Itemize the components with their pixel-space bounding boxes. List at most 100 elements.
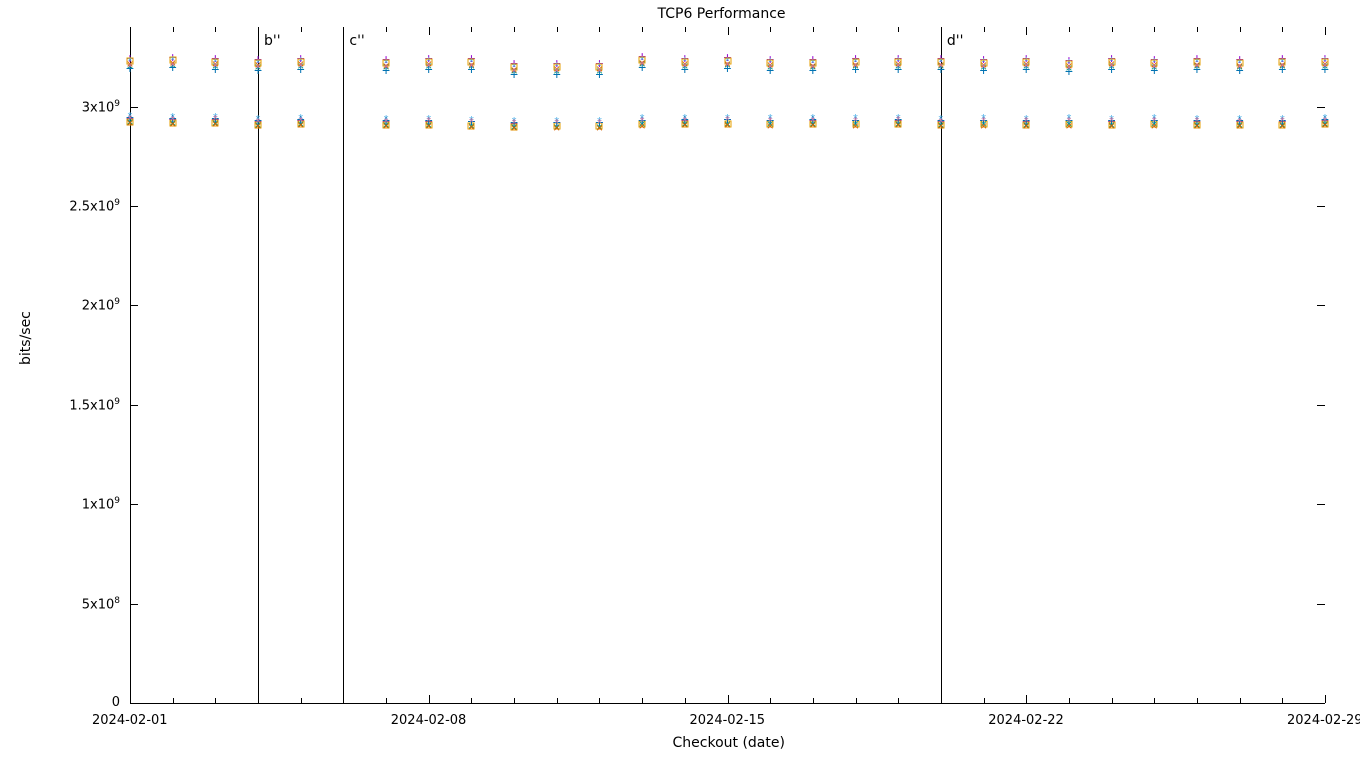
data-point: * <box>1236 118 1243 130</box>
data-point <box>1108 58 1115 65</box>
data-point: * <box>169 62 176 74</box>
data-point: + <box>211 64 219 78</box>
data-point: + <box>595 117 603 131</box>
data-point: × <box>382 121 389 133</box>
data-point: × <box>596 122 603 134</box>
data-point <box>169 57 176 64</box>
data-point: + <box>168 114 176 128</box>
data-point: + <box>638 62 646 76</box>
data-point: × <box>297 59 304 71</box>
data-point: × <box>767 121 774 133</box>
data-point: * <box>1321 57 1328 69</box>
data-point: + <box>638 115 646 129</box>
data-point: × <box>852 119 859 131</box>
ytick-label: 0 <box>112 695 120 710</box>
data-point <box>1065 60 1072 67</box>
data-point: * <box>980 117 987 129</box>
data-point: + <box>1150 115 1158 129</box>
data-point: × <box>212 118 219 130</box>
data-point: * <box>852 117 859 129</box>
data-point: × <box>895 59 902 71</box>
data-point: + <box>638 115 646 129</box>
data-point: + <box>1107 64 1115 78</box>
data-point: × <box>639 58 646 70</box>
data-point: * <box>1151 64 1158 76</box>
data-point <box>212 119 219 126</box>
data-point <box>1236 122 1243 129</box>
data-point: * <box>468 118 475 130</box>
data-point: * <box>767 114 774 126</box>
data-point: × <box>212 61 219 73</box>
data-point: * <box>1279 115 1286 127</box>
data-point: × <box>767 119 774 131</box>
data-point: * <box>809 114 816 126</box>
ytick-label: 5x108 <box>82 596 120 612</box>
data-point: * <box>895 116 902 128</box>
data-point: × <box>980 62 987 74</box>
data-point: × <box>681 119 688 131</box>
data-point: + <box>1235 65 1243 79</box>
data-point: × <box>852 61 859 73</box>
data-point: + <box>766 54 774 68</box>
data-point <box>852 59 859 66</box>
data-point: × <box>1151 121 1158 133</box>
data-point <box>1151 59 1158 66</box>
data-point: * <box>1108 117 1115 129</box>
data-point: + <box>851 115 859 129</box>
data-point: + <box>1107 116 1115 130</box>
data-point: + <box>1022 53 1030 67</box>
data-point: + <box>1065 115 1073 129</box>
data-point: × <box>1023 120 1030 132</box>
data-point: * <box>1193 63 1200 75</box>
data-point: * <box>1321 63 1328 75</box>
data-point <box>212 58 219 65</box>
data-point <box>425 58 432 65</box>
data-point: + <box>681 114 689 128</box>
data-point: + <box>1193 115 1201 129</box>
data-point: × <box>724 60 731 72</box>
data-point <box>980 59 987 66</box>
data-point: + <box>1278 64 1286 78</box>
data-point: * <box>553 117 560 129</box>
chart-title: TCP6 Performance <box>658 6 786 22</box>
xtick-label: 2024-02-22 <box>988 713 1064 728</box>
data-point: * <box>382 118 389 130</box>
data-point: * <box>1279 63 1286 75</box>
data-point: + <box>681 64 689 78</box>
data-point: × <box>169 58 176 70</box>
data-point: + <box>681 53 689 67</box>
data-point: * <box>681 114 688 126</box>
data-point: + <box>382 54 390 68</box>
data-point: + <box>809 115 817 129</box>
data-point <box>1193 121 1200 128</box>
data-point: * <box>297 57 304 69</box>
data-point: * <box>767 117 774 129</box>
data-point: × <box>1321 59 1328 71</box>
data-point <box>425 121 432 128</box>
data-point: * <box>1023 117 1030 129</box>
vline-label: c'' <box>349 33 364 49</box>
data-point: + <box>851 115 859 129</box>
data-point <box>1023 121 1030 128</box>
data-point: * <box>425 117 432 129</box>
data-point: × <box>852 121 859 133</box>
data-point: × <box>809 120 816 132</box>
data-point: * <box>297 114 304 126</box>
data-point: + <box>1321 53 1329 67</box>
data-point: + <box>1193 116 1201 130</box>
data-point: * <box>468 116 475 128</box>
data-point <box>767 59 774 66</box>
data-point <box>511 64 518 71</box>
data-point <box>169 120 176 127</box>
data-point <box>1108 121 1115 128</box>
data-point: + <box>1278 116 1286 130</box>
data-point <box>809 60 816 67</box>
data-point: + <box>553 69 561 83</box>
data-point: + <box>467 53 475 67</box>
data-point: + <box>553 117 561 131</box>
data-point: * <box>1236 59 1243 71</box>
data-point: * <box>212 115 219 127</box>
data-point: * <box>1321 114 1328 126</box>
data-point: + <box>425 116 433 130</box>
data-point: + <box>510 118 518 132</box>
